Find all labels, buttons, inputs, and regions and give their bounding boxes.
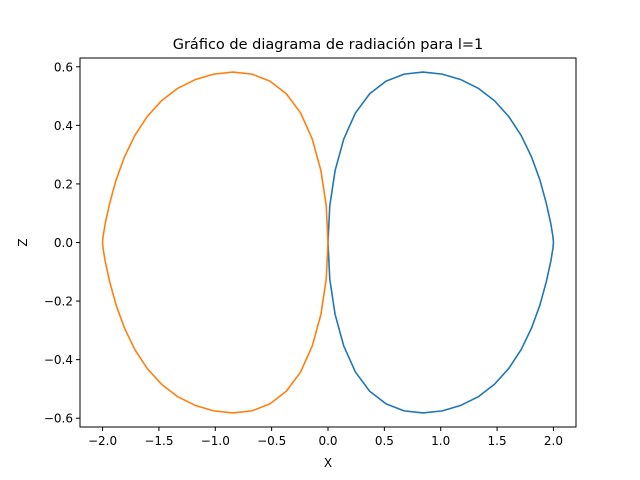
x-tick-label: 2.0 [544,434,563,448]
x-tick-label: 1.5 [488,434,507,448]
y-tick-label: 0.6 [54,60,73,74]
x-tick-label: −1.5 [144,434,173,448]
y-tick-label: 0.2 [54,177,73,191]
y-tick-label: 0.0 [54,236,73,250]
x-tick-label: 0.5 [375,434,394,448]
x-tick-label: −1.0 [201,434,230,448]
chart-title: Gráfico de diagrama de radiación para l=… [173,37,484,53]
x-tick-label: −2.0 [88,434,117,448]
x-tick-label: 1.0 [431,434,450,448]
y-tick-label: −0.2 [44,295,73,309]
y-tick-label: −0.6 [44,412,73,426]
y-axis: −0.6 −0.4 −0.2 0.0 0.2 0.4 0.6 [44,60,80,426]
x-tick-label: 0.0 [318,434,337,448]
x-tick-label: −0.5 [257,434,286,448]
y-tick-label: −0.4 [44,353,73,367]
x-axis: −2.0 −1.5 −1.0 −0.5 0.0 0.5 1.0 1.5 2.0 [88,427,563,448]
series-line-1 [327,71,555,414]
plot-series-group [101,71,555,414]
x-axis-label: X [324,456,332,470]
y-axis-label: Z [16,238,30,246]
y-tick-label: 0.4 [54,119,73,133]
series-line-2 [101,71,329,414]
